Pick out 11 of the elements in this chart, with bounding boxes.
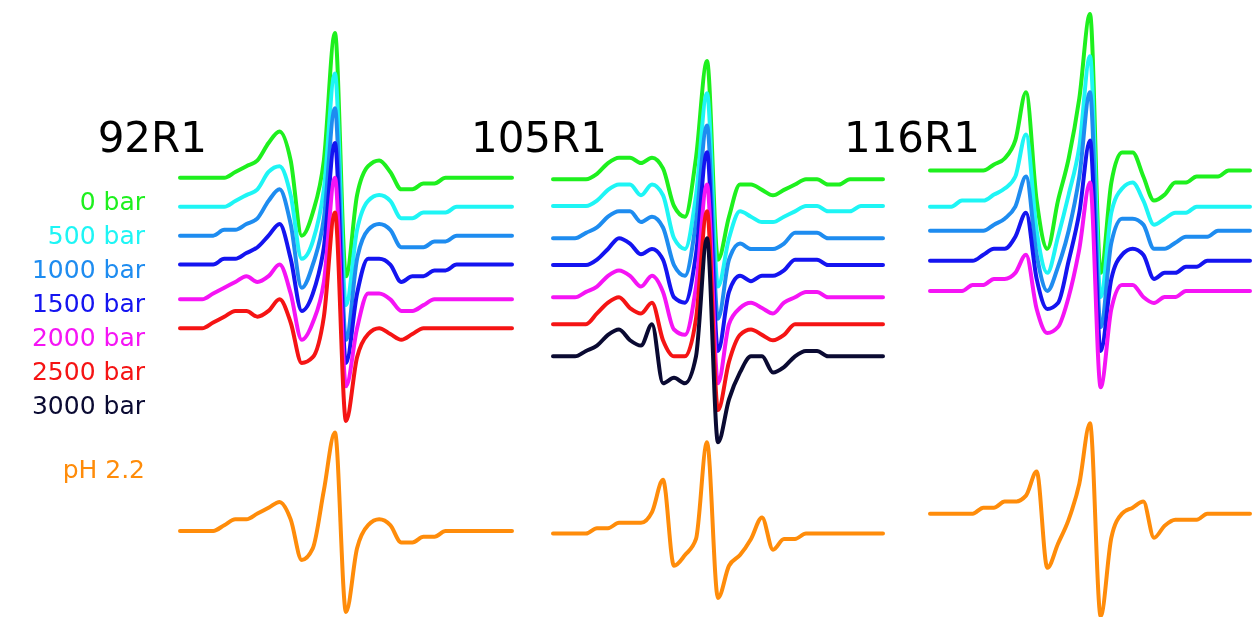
series-label: 1500 bar <box>31 289 146 318</box>
series-label: 0 bar <box>79 187 146 216</box>
series-label: 2500 bar <box>31 357 146 386</box>
text: pH 2.2 <box>62 455 145 484</box>
series-label: 2000 bar <box>31 323 146 352</box>
series-label: 1000 bar <box>31 255 146 284</box>
text: 105R1 <box>470 113 607 162</box>
text: 92R1 <box>97 113 207 162</box>
text: 3000 bar <box>31 391 146 420</box>
text: 116R1 <box>843 113 980 162</box>
series-label: 500 bar <box>47 221 146 250</box>
